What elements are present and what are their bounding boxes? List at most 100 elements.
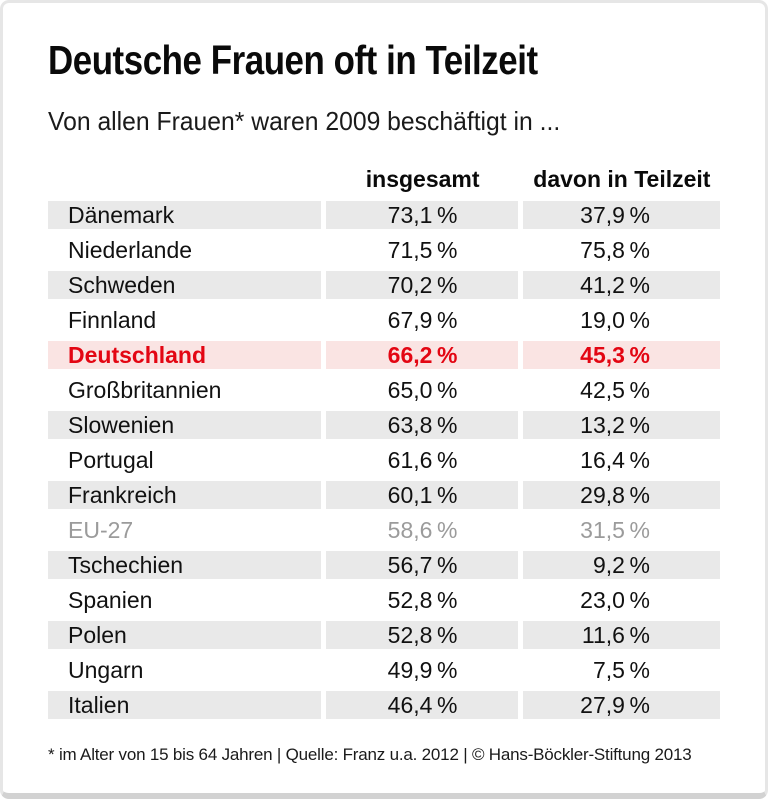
- insgesamt-cell: 71,5 %: [326, 236, 518, 264]
- country-label: Finnland: [68, 306, 157, 333]
- insgesamt-value: 52,8 %: [387, 586, 458, 613]
- teilzeit-value: 23,0 %: [580, 586, 650, 613]
- data-table: insgesamt davon in Teilzeit Dänemark 73,…: [48, 163, 720, 719]
- country-cell: Schweden: [48, 271, 322, 299]
- country-cell: Deutschland: [48, 341, 322, 369]
- table-row: Finnland 67,9 % 19,0 %: [48, 306, 720, 334]
- table-row: Schweden 70,2 % 41,2 %: [48, 271, 720, 299]
- teilzeit-cell: 42,5 %: [523, 376, 720, 404]
- teilzeit-value: 16,4 %: [580, 446, 650, 473]
- insgesamt-cell: 49,9 %: [326, 656, 518, 684]
- insgesamt-value: 60,1 %: [387, 481, 458, 508]
- insgesamt-value: 58,6 %: [387, 516, 458, 543]
- country-label: Frankreich: [68, 481, 177, 508]
- insgesamt-cell: 46,4 %: [326, 691, 519, 719]
- table-row: Italien 46,4 % 27,9 %: [48, 691, 720, 719]
- country-cell: Niederlande: [48, 236, 321, 264]
- insgesamt-cell: 61,6 %: [326, 446, 518, 474]
- insgesamt-cell: 52,8 %: [326, 586, 518, 614]
- table-row: Dänemark 73,1 % 37,9 %: [48, 201, 720, 229]
- country-cell: Spanien: [48, 586, 321, 614]
- table-body: Dänemark 73,1 % 37,9 % Niederlande 71,5 …: [48, 201, 720, 719]
- teilzeit-cell: 75,8 %: [523, 236, 720, 264]
- country-cell: Finnland: [48, 306, 321, 334]
- insgesamt-value: 46,4 %: [387, 691, 458, 718]
- teilzeit-cell: 16,4 %: [523, 446, 720, 474]
- country-label: Deutschland: [68, 341, 207, 368]
- table-row: Großbritannien 65,0 % 42,5 %: [48, 376, 720, 404]
- teilzeit-cell: 31,5 %: [523, 516, 720, 544]
- country-label: Portugal: [68, 446, 154, 473]
- header-insgesamt: insgesamt: [365, 166, 480, 192]
- teilzeit-value: 42,5 %: [580, 376, 650, 403]
- teilzeit-cell: 41,2 %: [523, 271, 720, 299]
- insgesamt-cell: 56,7 %: [326, 551, 519, 579]
- teilzeit-cell: 13,2 %: [523, 411, 720, 439]
- teilzeit-cell: 27,9 %: [523, 691, 720, 719]
- country-label: Dänemark: [68, 201, 175, 228]
- teilzeit-cell: 23,0 %: [523, 586, 720, 614]
- country-cell: Tschechien: [48, 551, 322, 579]
- insgesamt-value: 61,6 %: [387, 446, 458, 473]
- insgesamt-value: 52,8 %: [387, 621, 458, 648]
- table-row: Niederlande 71,5 % 75,8 %: [48, 236, 720, 264]
- table-row: Slowenien 63,8 % 13,2 %: [48, 411, 720, 439]
- teilzeit-value: 9,2 %: [592, 551, 650, 578]
- insgesamt-cell: 70,2 %: [326, 271, 519, 299]
- table-row: Tschechien 56,7 % 9,2 %: [48, 551, 720, 579]
- page-subtitle: Von allen Frauen* waren 2009 beschäftigt…: [48, 106, 561, 136]
- country-cell: Frankreich: [48, 481, 322, 509]
- teilzeit-cell: 29,8 %: [523, 481, 720, 509]
- teilzeit-cell: 7,5 %: [523, 656, 720, 684]
- teilzeit-value: 37,9 %: [580, 201, 650, 228]
- insgesamt-cell: 65,0 %: [326, 376, 518, 404]
- table-header-row: insgesamt davon in Teilzeit: [48, 163, 720, 193]
- country-label: Polen: [68, 621, 127, 648]
- teilzeit-cell: 37,9 %: [523, 201, 720, 229]
- teilzeit-value: 19,0 %: [580, 306, 650, 333]
- country-label: Spanien: [68, 586, 153, 613]
- teilzeit-cell: 19,0 %: [523, 306, 720, 334]
- header-davon-in-teilzeit: davon in Teilzeit: [533, 166, 711, 192]
- source-footnote: * im Alter von 15 bis 64 Jahren | Quelle…: [48, 745, 692, 764]
- teilzeit-cell: 9,2 %: [523, 551, 720, 579]
- country-label: Großbritannien: [68, 376, 222, 403]
- teilzeit-value: 27,9 %: [580, 691, 650, 718]
- table-row: Frankreich 60,1 % 29,8 %: [48, 481, 720, 509]
- table-row: Ungarn 49,9 % 7,5 %: [48, 656, 720, 684]
- teilzeit-value: 7,5 %: [592, 656, 650, 683]
- insgesamt-value: 66,2 %: [387, 341, 458, 368]
- insgesamt-cell: 63,8 %: [326, 411, 519, 439]
- insgesamt-value: 70,2 %: [387, 271, 458, 298]
- insgesamt-cell: 73,1 %: [326, 201, 519, 229]
- country-label: Schweden: [68, 271, 176, 298]
- insgesamt-cell: 58,6 %: [326, 516, 518, 544]
- insgesamt-value: 65,0 %: [387, 376, 458, 403]
- country-cell: Ungarn: [48, 656, 321, 684]
- insgesamt-cell: 67,9 %: [326, 306, 518, 334]
- country-label: Ungarn: [68, 656, 144, 683]
- teilzeit-value: 31,5 %: [580, 516, 650, 543]
- table-row: Spanien 52,8 % 23,0 %: [48, 586, 720, 614]
- country-cell: Polen: [48, 621, 322, 649]
- country-label: Italien: [68, 691, 130, 718]
- table-row: Portugal 61,6 % 16,4 %: [48, 446, 720, 474]
- table-row: Polen 52,8 % 11,6 %: [48, 621, 720, 649]
- teilzeit-value: 29,8 %: [580, 481, 650, 508]
- country-cell: EU-27: [48, 516, 321, 544]
- table-row: EU-27 58,6 % 31,5 %: [48, 516, 720, 544]
- insgesamt-value: 71,5 %: [387, 236, 458, 263]
- insgesamt-value: 56,7 %: [387, 551, 458, 578]
- page-title: Deutsche Frauen oft in Teilzeit: [48, 37, 538, 83]
- country-label: EU-27: [68, 516, 134, 543]
- country-label: Slowenien: [68, 411, 175, 438]
- teilzeit-cell: 11,6 %: [523, 621, 720, 649]
- teilzeit-value: 45,3 %: [580, 341, 650, 368]
- table-row: Deutschland 66,2 % 45,3 %: [48, 341, 720, 369]
- country-cell: Slowenien: [48, 411, 322, 439]
- insgesamt-cell: 66,2 %: [326, 341, 519, 369]
- insgesamt-value: 63,8 %: [387, 411, 458, 438]
- country-cell: Dänemark: [48, 201, 322, 229]
- insgesamt-value: 67,9 %: [387, 306, 458, 333]
